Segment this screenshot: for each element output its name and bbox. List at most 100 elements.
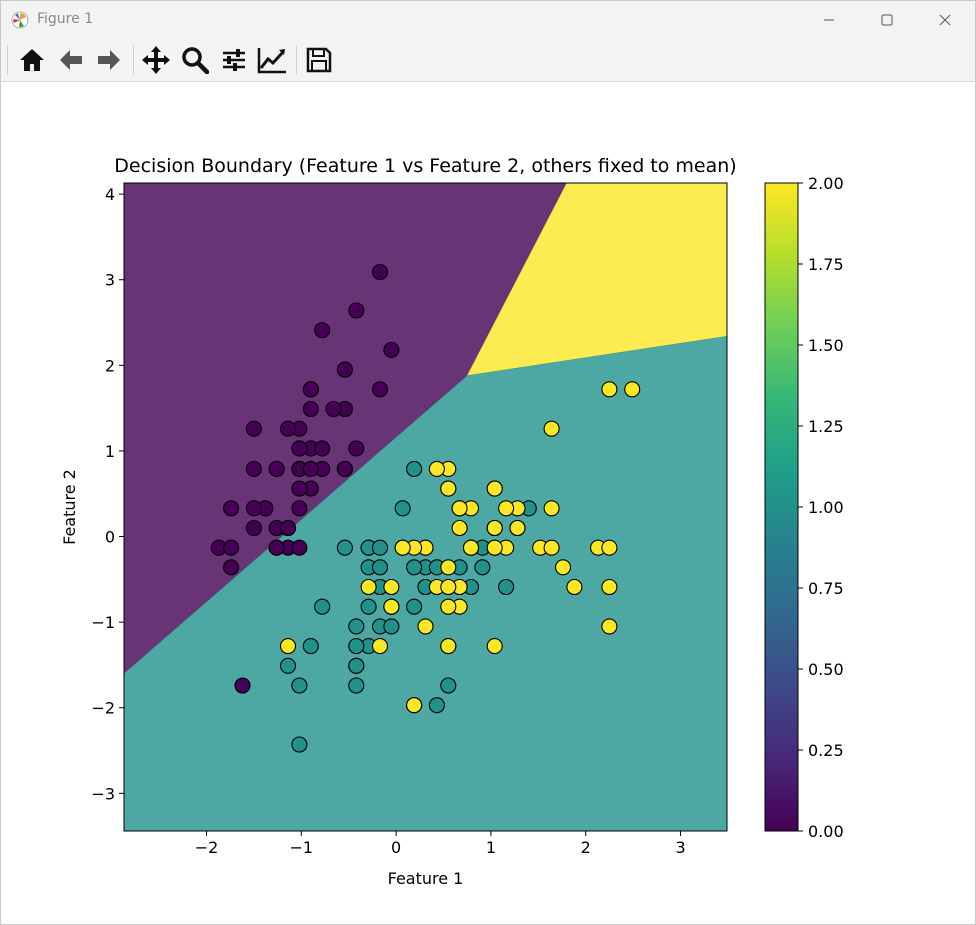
pan-button[interactable] xyxy=(139,43,173,77)
data-point-class-1 xyxy=(348,638,365,655)
data-point-class-2 xyxy=(440,578,457,596)
data-point-class-1 xyxy=(291,736,308,753)
data-point-class-2 xyxy=(554,559,572,576)
data-point-class-0 xyxy=(245,420,262,437)
data-point-class-1 xyxy=(406,559,423,576)
configure-subplots-button[interactable] xyxy=(217,43,251,77)
data-point-class-2 xyxy=(440,559,457,576)
data-point-class-0 xyxy=(336,460,353,477)
colorbar-tick-label: 0.25 xyxy=(808,741,844,760)
data-point-class-2 xyxy=(601,578,618,596)
data-point-class-0 xyxy=(245,460,262,477)
data-point-class-2 xyxy=(451,500,468,517)
maximize-button[interactable] xyxy=(858,1,916,39)
y-tick-label: 4 xyxy=(105,185,115,204)
data-point-class-2 xyxy=(440,480,457,497)
data-point-class-0 xyxy=(223,500,240,517)
toolbar-separator xyxy=(7,45,8,75)
data-point-class-2 xyxy=(462,539,480,556)
y-axis-label: Feature 2 xyxy=(60,469,79,545)
data-point-class-0 xyxy=(291,480,308,497)
data-point-class-0 xyxy=(348,302,365,319)
data-point-class-2 xyxy=(509,519,526,537)
data-point-class-2 xyxy=(440,598,457,615)
colorbar-tick-label: 1.75 xyxy=(808,255,844,274)
x-axis-label: Feature 1 xyxy=(388,869,464,888)
window-title: Figure 1 xyxy=(37,11,94,27)
x-tick-label: 2 xyxy=(581,838,591,857)
colorbar xyxy=(765,183,798,831)
decision-regions xyxy=(124,183,727,831)
data-point-class-1 xyxy=(474,559,491,576)
close-button[interactable] xyxy=(916,1,974,39)
data-point-class-2 xyxy=(486,539,503,556)
toolbar-separator xyxy=(296,45,297,75)
data-point-class-1 xyxy=(428,697,445,714)
x-tick-label: −2 xyxy=(195,838,219,857)
line-chart-icon xyxy=(257,48,286,74)
data-point-class-1 xyxy=(302,638,319,655)
y-tick-label: 3 xyxy=(105,271,115,290)
colorbar-tick-label: 0.75 xyxy=(808,579,844,598)
navigation-toolbar xyxy=(1,39,975,82)
data-point-class-1 xyxy=(336,539,353,556)
minimize-icon xyxy=(824,19,834,21)
close-icon xyxy=(939,14,951,26)
data-point-class-2 xyxy=(624,381,641,398)
arrow-right-icon xyxy=(98,50,120,70)
colorbar-tick-label: 0.00 xyxy=(808,822,844,841)
decision-region-class-2 xyxy=(466,183,727,376)
minimize-button[interactable] xyxy=(800,1,858,39)
data-point-class-1 xyxy=(279,657,297,674)
data-point-class-2 xyxy=(601,539,618,556)
axes-frame xyxy=(123,182,728,832)
matplotlib-logo-icon xyxy=(11,11,29,29)
x-tick-label: 1 xyxy=(486,838,496,857)
data-point-class-1 xyxy=(291,677,308,694)
save-button[interactable] xyxy=(302,43,336,77)
data-point-class-0 xyxy=(279,420,297,437)
sliders-icon xyxy=(223,49,245,71)
data-point-class-2 xyxy=(486,480,503,497)
data-point-class-2 xyxy=(428,460,445,477)
data-point-class-2 xyxy=(543,500,560,517)
data-point-class-0 xyxy=(223,559,240,576)
edit-axis-button[interactable] xyxy=(255,43,289,77)
forward-button[interactable] xyxy=(92,43,126,77)
scatter-points xyxy=(210,263,641,753)
figure-canvas[interactable]: −2 −1 0 1 2 3 −3 −2 −1 0 1 2 3 4 Decision Boundary (Fe… xyxy=(2,82,974,924)
data-point-class-1 xyxy=(383,618,400,635)
data-point-class-0 xyxy=(291,440,308,457)
data-point-class-1 xyxy=(406,598,423,615)
data-point-class-0 xyxy=(291,539,308,556)
data-point-class-0 xyxy=(371,263,389,281)
data-point-class-0 xyxy=(279,519,297,537)
data-point-class-2 xyxy=(383,598,400,615)
title-bar[interactable]: Figure 1 xyxy=(1,1,975,39)
maximize-icon xyxy=(881,14,893,26)
y-tick-label: −2 xyxy=(91,699,115,718)
data-point-class-0 xyxy=(245,500,262,517)
back-button[interactable] xyxy=(54,43,88,77)
y-tick-label: −1 xyxy=(91,613,115,632)
data-point-class-2 xyxy=(566,578,583,596)
data-point-class-1 xyxy=(440,677,457,694)
data-point-class-1 xyxy=(348,657,365,674)
data-point-class-2 xyxy=(543,420,560,437)
data-point-class-1 xyxy=(371,559,389,576)
data-point-class-2 xyxy=(371,638,389,655)
zoom-button[interactable] xyxy=(178,43,212,77)
y-tick-label: 2 xyxy=(105,356,115,375)
data-point-class-2 xyxy=(601,381,618,398)
data-point-class-0 xyxy=(223,539,240,556)
data-point-class-2 xyxy=(601,618,618,635)
home-button[interactable] xyxy=(15,43,49,77)
toolbar-separator xyxy=(133,45,134,75)
data-point-class-2 xyxy=(383,578,400,596)
data-point-class-0 xyxy=(245,519,262,537)
data-point-class-0 xyxy=(348,440,365,457)
data-point-class-2 xyxy=(543,539,560,556)
data-point-class-2 xyxy=(440,638,457,655)
data-point-class-0 xyxy=(268,539,285,556)
magnifier-icon xyxy=(182,47,209,74)
